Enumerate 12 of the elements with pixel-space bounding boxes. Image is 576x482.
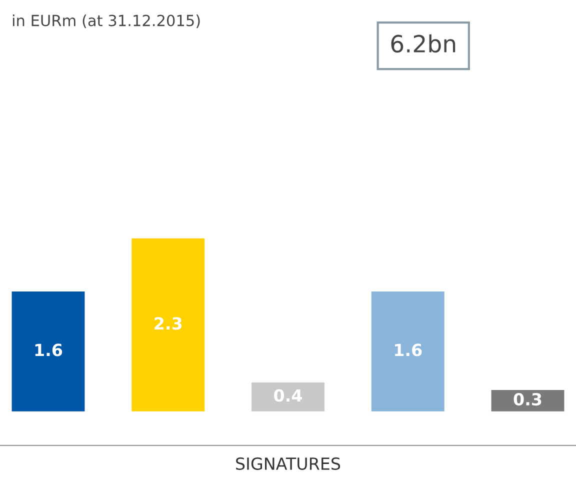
bar [10,290,86,412]
bar [490,388,566,412]
bar [370,290,446,412]
data-label: 2.3 [154,317,182,330]
bar [130,236,206,412]
bar [250,381,326,412]
text: 6.2bn [391,34,456,53]
data-label: 0.3 [514,392,542,406]
data-label: 1.6 [395,344,422,356]
chart-subtitle: in EURm (at 31.12.2015) [12,14,200,28]
data-label: 1.6 [35,344,62,356]
x-axis-title: SIGNATURES [236,457,340,470]
